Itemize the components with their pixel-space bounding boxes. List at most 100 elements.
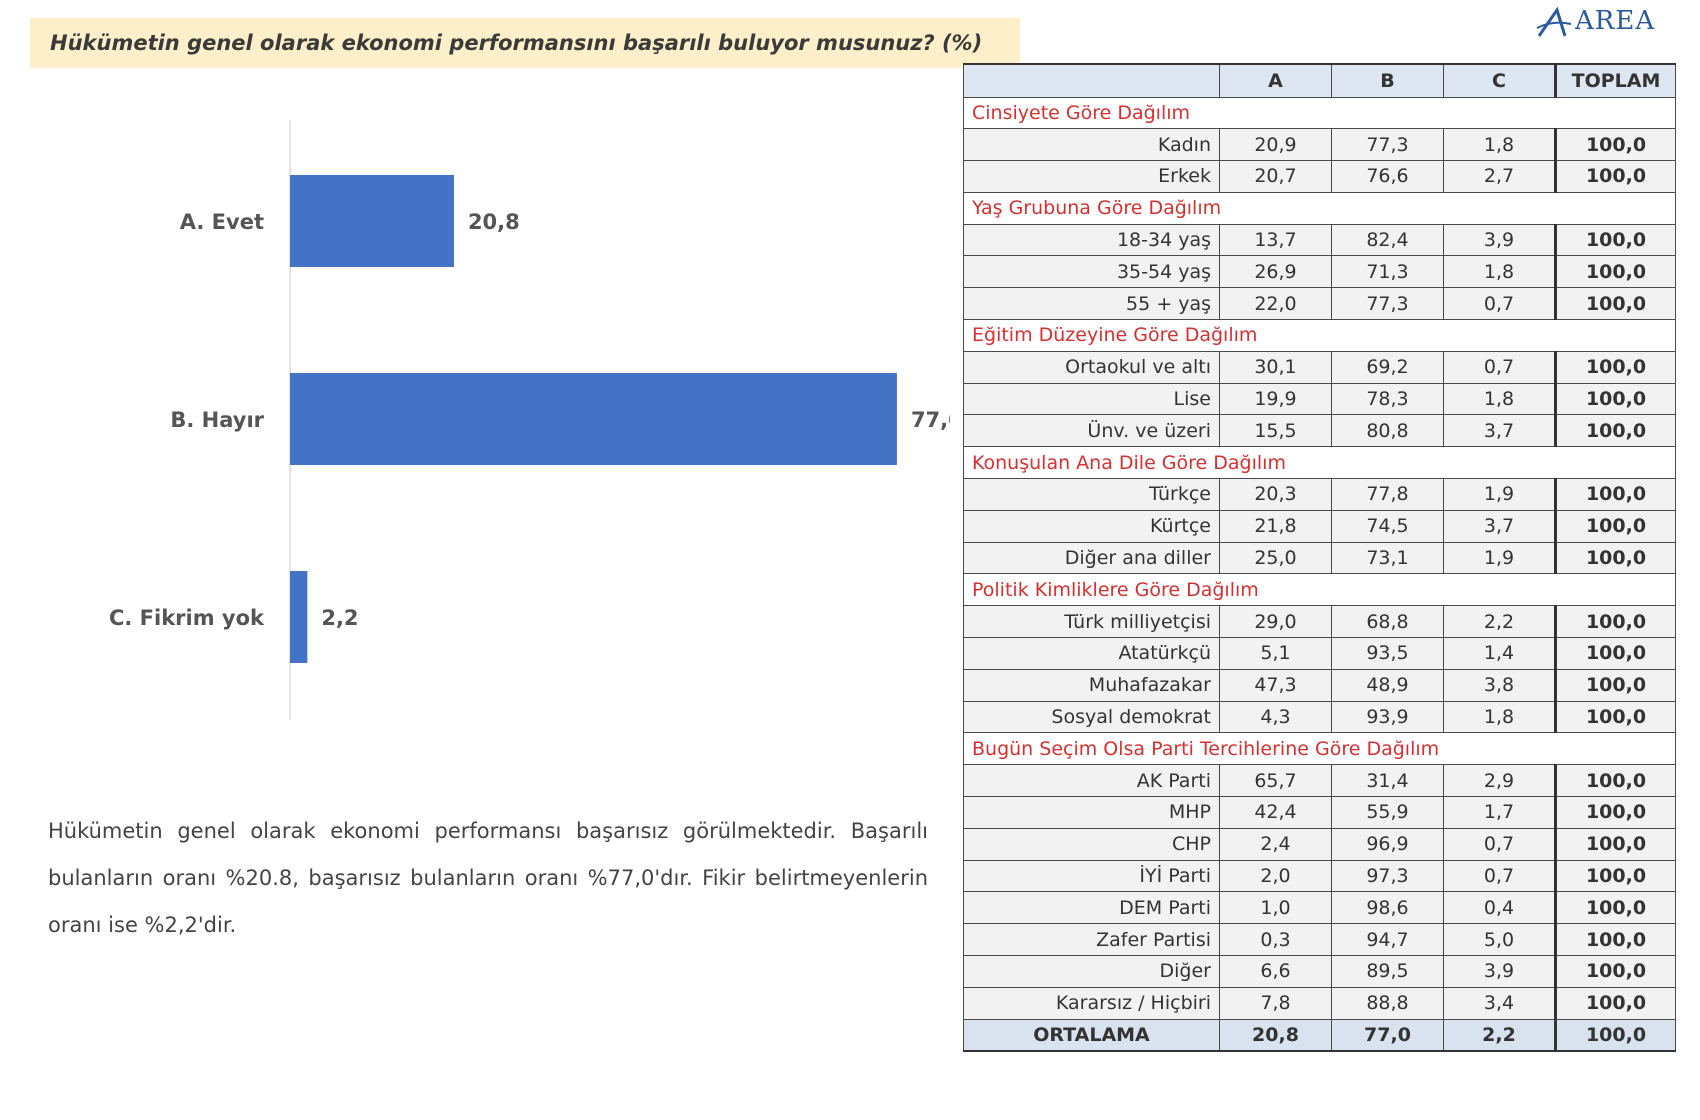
cell-total: 100,0 bbox=[1554, 223, 1676, 257]
table-row: İYİ Parti 2,0 97,3 0,7 100,0 bbox=[963, 859, 1676, 893]
cell-total: 100,0 bbox=[1554, 255, 1676, 289]
cell-a: 20,9 bbox=[1219, 128, 1332, 162]
row-label: Türk milliyetçisi bbox=[963, 605, 1220, 639]
row-label: Kadın bbox=[963, 128, 1220, 162]
cell-c: 3,8 bbox=[1443, 668, 1556, 702]
cell-b: 93,5 bbox=[1331, 637, 1444, 670]
cell-c: 0,7 bbox=[1443, 827, 1556, 861]
cell-total: 100,0 bbox=[1554, 764, 1676, 798]
cell-b: 74,5 bbox=[1331, 509, 1444, 543]
table-header-row: A B C TOPLAM bbox=[963, 63, 1676, 98]
average-total: 100,0 bbox=[1554, 1018, 1676, 1052]
row-label: 35-54 yaş bbox=[963, 255, 1220, 289]
data-label: 77,0 bbox=[911, 408, 950, 432]
cell-b: 94,7 bbox=[1331, 923, 1444, 957]
average-label: ORTALAMA bbox=[963, 1018, 1220, 1052]
row-label: Ünv. ve üzeri bbox=[963, 414, 1220, 448]
cell-b: 82,4 bbox=[1331, 223, 1444, 257]
cell-a: 25,0 bbox=[1219, 541, 1332, 575]
cell-b: 98,6 bbox=[1331, 891, 1444, 925]
bar-2 bbox=[290, 571, 308, 663]
table-row: Sosyal demokrat 4,3 93,9 1,8 100,0 bbox=[963, 700, 1676, 734]
table-row: Muhafazakar 47,3 48,9 3,8 100,0 bbox=[963, 668, 1676, 702]
row-label: Kürtçe bbox=[963, 509, 1220, 543]
table-row: MHP 42,4 55,9 1,7 100,0 bbox=[963, 796, 1676, 829]
table-row: Türk milliyetçisi 29,0 68,8 2,2 100,0 bbox=[963, 605, 1676, 639]
cell-b: 80,8 bbox=[1331, 414, 1444, 448]
cell-b: 88,8 bbox=[1331, 986, 1444, 1020]
cell-total: 100,0 bbox=[1554, 668, 1676, 702]
cell-c: 1,4 bbox=[1443, 637, 1556, 670]
section-row: Eğitim Düzeyine Göre Dağılım bbox=[963, 319, 1676, 352]
cell-c: 0,7 bbox=[1443, 859, 1556, 893]
cell-total: 100,0 bbox=[1554, 160, 1676, 193]
cell-a: 5,1 bbox=[1219, 637, 1332, 670]
cell-a: 29,0 bbox=[1219, 605, 1332, 639]
cell-b: 78,3 bbox=[1331, 382, 1444, 416]
cell-total: 100,0 bbox=[1554, 923, 1676, 957]
table-row: CHP 2,4 96,9 0,7 100,0 bbox=[963, 827, 1676, 861]
cell-b: 93,9 bbox=[1331, 700, 1444, 734]
cell-c: 0,4 bbox=[1443, 891, 1556, 925]
row-label: İYİ Parti bbox=[963, 859, 1220, 893]
cell-total: 100,0 bbox=[1554, 637, 1676, 670]
cell-total: 100,0 bbox=[1554, 478, 1676, 511]
table-row: Lise 19,9 78,3 1,8 100,0 bbox=[963, 382, 1676, 416]
table-row: Ortaokul ve altı 30,1 69,2 0,7 100,0 bbox=[963, 350, 1676, 384]
cell-a: 21,8 bbox=[1219, 509, 1332, 543]
category-label: B. Hayır bbox=[170, 408, 264, 432]
cell-b: 77,3 bbox=[1331, 287, 1444, 321]
cell-a: 19,9 bbox=[1219, 382, 1332, 416]
cell-b: 77,3 bbox=[1331, 128, 1444, 162]
table-row: Kararsız / Hiçbiri 7,8 88,8 3,4 100,0 bbox=[963, 986, 1676, 1020]
section-title: Eğitim Düzeyine Göre Dağılım bbox=[963, 319, 1676, 352]
summary-text: Hükümetin genel olarak ekonomi performan… bbox=[48, 819, 928, 937]
cell-b: 31,4 bbox=[1331, 764, 1444, 798]
table-row: Diğer ana diller 25,0 73,1 1,9 100,0 bbox=[963, 541, 1676, 575]
cell-a: 26,9 bbox=[1219, 255, 1332, 289]
row-label: AK Parti bbox=[963, 764, 1220, 798]
row-label: 18-34 yaş bbox=[963, 223, 1220, 257]
bar-chart: A. Evet 20,8 B. Hayır 77,0 C. Fikrim yok 2,2 bbox=[109, 120, 950, 720]
cell-a: 42,4 bbox=[1219, 796, 1332, 829]
section-row: Bugün Seçim Olsa Parti Tercihlerine Göre… bbox=[963, 732, 1676, 766]
cell-c: 1,9 bbox=[1443, 478, 1556, 511]
average-a: 20,8 bbox=[1219, 1018, 1332, 1052]
cell-c: 1,8 bbox=[1443, 382, 1556, 416]
category-label: C. Fikrim yok bbox=[109, 606, 265, 630]
bar-0 bbox=[290, 175, 454, 267]
average-c: 2,2 bbox=[1443, 1018, 1556, 1052]
section-title: Konuşulan Ana Dile Göre Dağılım bbox=[963, 446, 1676, 480]
cell-a: 30,1 bbox=[1219, 350, 1332, 384]
row-label: CHP bbox=[963, 827, 1220, 861]
bar-1 bbox=[290, 373, 897, 465]
cell-a: 4,3 bbox=[1219, 700, 1332, 734]
cell-a: 22,0 bbox=[1219, 287, 1332, 321]
cell-a: 20,3 bbox=[1219, 478, 1332, 511]
cell-c: 1,7 bbox=[1443, 796, 1556, 829]
logo-text: AREA bbox=[1575, 6, 1656, 36]
header-a: A bbox=[1219, 63, 1332, 98]
cell-total: 100,0 bbox=[1554, 382, 1676, 416]
header-b: B bbox=[1331, 63, 1444, 98]
table-row: AK Parti 65,7 31,4 2,9 100,0 bbox=[963, 764, 1676, 798]
row-label: DEM Parti bbox=[963, 891, 1220, 925]
cell-total: 100,0 bbox=[1554, 128, 1676, 162]
cell-b: 71,3 bbox=[1331, 255, 1444, 289]
cell-c: 2,9 bbox=[1443, 764, 1556, 798]
cell-c: 3,7 bbox=[1443, 509, 1556, 543]
table-row: Kadın 20,9 77,3 1,8 100,0 bbox=[963, 128, 1676, 162]
section-row: Konuşulan Ana Dile Göre Dağılım bbox=[963, 446, 1676, 480]
cell-c: 1,8 bbox=[1443, 128, 1556, 162]
table-row: DEM Parti 1,0 98,6 0,4 100,0 bbox=[963, 891, 1676, 925]
table-row: Ünv. ve üzeri 15,5 80,8 3,7 100,0 bbox=[963, 414, 1676, 448]
cell-a: 2,0 bbox=[1219, 859, 1332, 893]
cell-b: 77,8 bbox=[1331, 478, 1444, 511]
category-label: A. Evet bbox=[180, 210, 264, 234]
cell-b: 55,9 bbox=[1331, 796, 1444, 829]
row-label: MHP bbox=[963, 796, 1220, 829]
cell-a: 20,7 bbox=[1219, 160, 1332, 193]
cell-c: 3,9 bbox=[1443, 223, 1556, 257]
crosstab-table: A B C TOPLAM Cinsiyete Göre Dağılım Kadın… bbox=[963, 63, 1676, 1052]
cell-total: 100,0 bbox=[1554, 605, 1676, 639]
